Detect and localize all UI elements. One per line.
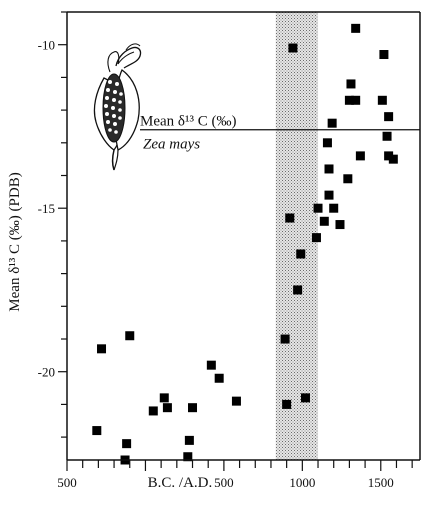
data-point — [384, 112, 394, 122]
y-axis-label: Mean δ¹³ C (‰) (PDB) — [7, 172, 23, 311]
data-point — [346, 79, 356, 89]
data-point — [384, 151, 394, 161]
data-point — [343, 174, 353, 184]
x-tick-label: 500 — [57, 475, 77, 490]
data-point — [382, 131, 392, 141]
data-point — [313, 203, 323, 213]
data-point — [329, 203, 339, 213]
data-point — [324, 164, 334, 174]
x-tick-label: 500 — [214, 475, 234, 490]
data-point — [300, 393, 310, 403]
y-tick-label: -15 — [38, 201, 55, 216]
data-point — [296, 249, 306, 259]
data-point — [92, 426, 102, 436]
data-point — [206, 360, 216, 370]
y-tick-label: -20 — [38, 365, 55, 380]
data-point — [282, 399, 292, 409]
maize-cob-illustration — [93, 43, 142, 171]
data-point — [184, 435, 194, 445]
x-axis-label: B.C. /A.D. — [148, 475, 213, 491]
data-point — [162, 403, 172, 413]
data-point — [159, 393, 169, 403]
data-point — [311, 233, 321, 243]
data-point — [319, 216, 329, 226]
data-point — [188, 403, 198, 413]
data-point — [293, 285, 303, 295]
data-point — [231, 396, 241, 406]
data-point — [327, 118, 337, 128]
tick-marks-group: 500 1000 500 1500 -10 -15 -20 — [38, 11, 413, 490]
zea-mays-label: Zea mays — [143, 137, 200, 153]
x-tick-label: 1000 — [289, 475, 315, 490]
data-point — [322, 138, 332, 148]
data-point — [335, 220, 345, 230]
data-point — [355, 151, 365, 161]
data-point — [351, 23, 361, 33]
data-point — [388, 154, 398, 164]
data-point — [377, 95, 387, 105]
data-point — [285, 213, 295, 223]
data-points-group — [92, 23, 398, 465]
data-point — [148, 406, 158, 416]
y-tick-label: -10 — [38, 38, 55, 53]
data-point — [125, 331, 135, 341]
data-point — [379, 50, 389, 60]
data-point — [280, 334, 290, 344]
data-point — [344, 95, 354, 105]
data-point — [288, 43, 298, 53]
data-point — [122, 439, 132, 449]
data-point — [183, 452, 193, 462]
reference-line-label: Mean δ¹³ C (‰) — [140, 114, 236, 130]
shaded-period-band — [275, 12, 319, 460]
data-point — [97, 344, 107, 354]
x-tick-label: 1500 — [368, 475, 394, 490]
data-point — [351, 95, 361, 105]
data-point — [214, 373, 224, 383]
data-point — [324, 190, 334, 200]
